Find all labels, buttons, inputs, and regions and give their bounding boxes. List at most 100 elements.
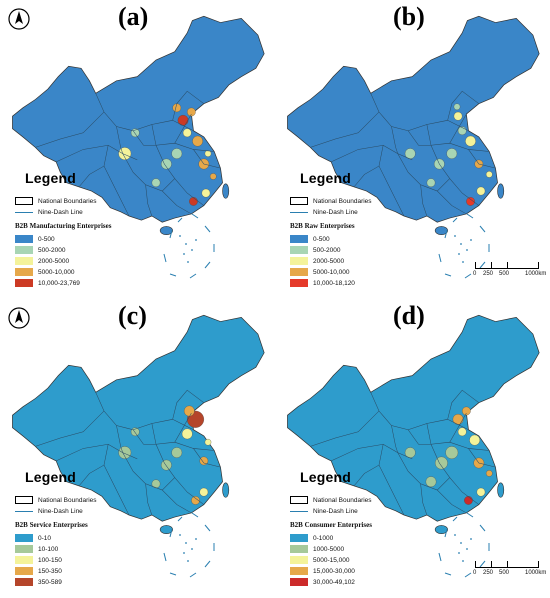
legend-ninedash-row: Nine-Dash Line — [15, 506, 175, 516]
class-list: 0-10 10-100 100-150 150-350 350-589 — [15, 533, 175, 587]
prefecture-hotspot — [118, 147, 132, 160]
province-boundary — [468, 448, 496, 468]
boundary-label: National Boundaries — [313, 197, 372, 205]
prefecture-hotspot — [199, 456, 209, 466]
legend-class-row: 100-150 — [15, 555, 175, 565]
province-boundary — [420, 483, 428, 516]
nine-dash-segment — [163, 253, 167, 263]
hainan-island — [434, 525, 448, 535]
south-china-sea-island — [183, 253, 185, 255]
province-boundary — [151, 423, 204, 505]
province-boundary — [437, 190, 467, 215]
boundary-symbol — [290, 496, 308, 504]
province-boundary — [103, 444, 130, 516]
nine-dash-segment — [452, 516, 458, 522]
boundary-symbol — [290, 197, 308, 205]
legend-swatch — [15, 268, 33, 276]
prefecture-hotspot — [476, 186, 486, 196]
classification-title: B2B Manufacturing Enterprises — [15, 222, 112, 230]
prefecture-hotspot — [191, 496, 200, 505]
prefecture-hotspot — [204, 438, 212, 446]
panel-label: (d) — [393, 301, 425, 330]
classification-title: B2B Consumer Enterprises — [290, 521, 372, 529]
legend-class-label: 5000-10,000 — [313, 268, 350, 276]
province-boundary — [449, 113, 467, 144]
legend-class-label: 30,000-49,102 — [313, 578, 355, 586]
panel-a: (a) Legend National Boundaries Nine-Dash… — [0, 0, 275, 299]
nine-dash-segment — [177, 516, 183, 522]
legend-class-label: 500-2000 — [313, 246, 341, 254]
prefecture-hotspot — [181, 428, 193, 440]
china-map-a — [12, 15, 265, 279]
boundary-label: National Boundaries — [38, 496, 97, 504]
nine-dash-segment — [204, 225, 211, 233]
scale-tick-500: 500 — [499, 271, 510, 277]
ninedash-symbol — [290, 510, 308, 512]
province-boundary — [447, 90, 479, 121]
legend: Legend National Boundaries Nine-Dash Lin… — [290, 170, 450, 289]
legend-class-row: 5000-15,000 — [290, 555, 450, 565]
prefecture-hotspot — [192, 135, 203, 147]
legend-swatch — [290, 534, 308, 542]
prefecture-hotspot — [453, 103, 461, 111]
ninedash-label: Nine-Dash Line — [38, 507, 83, 515]
prefecture-hotspot — [469, 434, 481, 446]
province-boundary — [35, 111, 105, 148]
prefecture-hotspot — [209, 173, 217, 180]
province-boundary — [449, 412, 467, 443]
scale-bar: 0 250 500 1000km — [473, 262, 546, 280]
hainan-island — [159, 525, 173, 535]
nine-dash-segment — [452, 217, 458, 223]
ninedash-label: Nine-Dash Line — [313, 208, 358, 216]
legend-class-row: 0-10 — [15, 533, 175, 543]
prefecture-hotspot — [161, 459, 172, 471]
china-landmass — [12, 15, 265, 223]
south-china-sea-island — [458, 552, 460, 554]
province-boundary — [447, 389, 479, 420]
south-china-sea-island — [454, 534, 456, 536]
province-boundary — [426, 124, 479, 206]
legend-class-label: 5000-10,000 — [38, 268, 75, 276]
china-landmass — [287, 15, 540, 223]
nine-dash-segment — [479, 261, 486, 269]
scale-tick-1000: 1000km — [525, 570, 547, 576]
province-boundary — [116, 126, 123, 154]
legend-swatch — [290, 279, 308, 287]
panel-label: (c) — [118, 301, 147, 330]
legend-class-label: 500-2000 — [38, 246, 66, 254]
south-china-sea-island — [179, 235, 181, 237]
south-china-sea-island — [460, 542, 462, 544]
province-boundary — [353, 464, 380, 487]
nine-dash-segment — [204, 560, 211, 568]
nine-dash-segment — [466, 512, 474, 518]
legend: Legend National Boundaries Nine-Dash Lin… — [290, 469, 450, 588]
province-boundary — [420, 184, 428, 217]
province-boundary — [162, 190, 192, 215]
south-china-sea-island — [466, 548, 468, 550]
province-boundary — [116, 425, 123, 453]
province-boundary — [331, 444, 413, 462]
prefecture-hotspot — [426, 178, 436, 188]
province-boundary — [378, 145, 405, 217]
nine-dash-segment — [169, 528, 173, 538]
south-china-sea-island — [460, 243, 462, 245]
legend-class-row: 10,000-23,769 — [15, 278, 175, 288]
legend-class-row: 500-2000 — [290, 245, 450, 255]
south-china-sea-island — [183, 552, 185, 554]
legend-class-row: 5000-10,000 — [15, 267, 175, 277]
scale-tick-0: 0 — [473, 570, 477, 576]
nine-dash-segment — [479, 560, 486, 568]
prefecture-hotspot — [187, 107, 196, 117]
legend-class-row: 350-589 — [15, 577, 175, 587]
legend-swatch — [15, 246, 33, 254]
legend-ninedash-row: Nine-Dash Line — [15, 207, 175, 217]
prefecture-hotspot — [485, 171, 493, 178]
scale-tick-250: 250 — [483, 570, 494, 576]
classification-title: B2B Raw Enterprises — [290, 222, 355, 230]
legend-class-row: 0-500 — [15, 234, 175, 244]
nine-dash-segment — [438, 552, 442, 562]
class-list: 0-500 500-2000 2000-5000 5000-10,000 10,000-… — [290, 234, 450, 288]
legend-ninedash-row: Nine-Dash Line — [290, 207, 450, 217]
legend-boundary-row: National Boundaries — [15, 495, 175, 505]
legend-swatch — [15, 534, 33, 542]
